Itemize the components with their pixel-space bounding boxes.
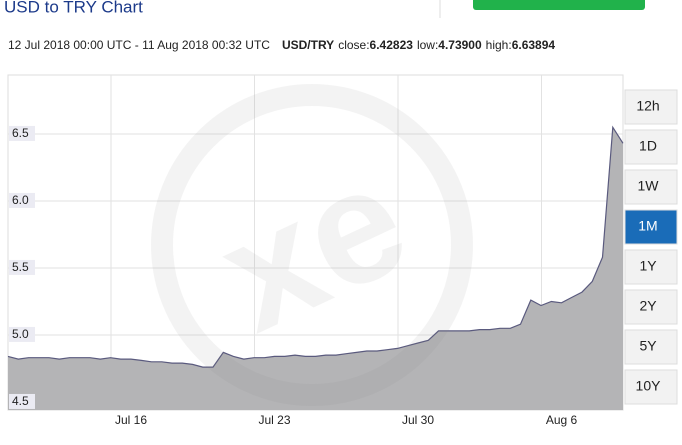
low: 4.73900 <box>438 38 482 52</box>
high-label: high: <box>486 38 512 52</box>
range-button[interactable] <box>624 169 678 205</box>
range-button[interactable] <box>624 289 678 325</box>
y-tick-bg <box>9 192 35 208</box>
cta-button[interactable] <box>473 0 645 10</box>
close-label: close: <box>338 38 369 52</box>
range-button[interactable] <box>624 249 678 285</box>
y-tick-label: 4.5 <box>12 394 29 408</box>
y-tick-bg <box>9 393 35 409</box>
low-label: low: <box>417 38 438 52</box>
plot <box>7 75 624 411</box>
x-tick-label: Jul 23 <box>258 413 290 427</box>
y-tick-bg <box>9 259 35 275</box>
pair: USD/TRY <box>282 38 334 52</box>
y-tick-bg <box>9 326 35 342</box>
info-line: 12 Jul 2018 00:00 UTC - 11 Aug 2018 00:3… <box>8 38 555 52</box>
area <box>8 127 623 411</box>
high: 6.63894 <box>512 38 556 52</box>
range: 12 Jul 2018 00:00 UTC - 11 Aug 2018 00:3… <box>8 38 270 52</box>
range-button[interactable] <box>624 209 678 245</box>
watermark: xe <box>151 84 473 406</box>
range-button[interactable] <box>624 329 678 365</box>
range-button[interactable] <box>624 369 678 405</box>
y-tick-bg <box>9 125 35 141</box>
x-tick-label: Aug 6 <box>546 413 578 427</box>
range-button-label[interactable]: 2Y <box>639 298 657 314</box>
range-button-label[interactable]: 1M <box>638 218 657 234</box>
chart-title: USD to TRY Chart <box>4 0 143 16</box>
y-tick-label: 6.0 <box>12 193 29 207</box>
close: 6.42823 <box>370 38 414 52</box>
x-tick-label: Jul 16 <box>115 413 147 427</box>
x-tick-label: Jul 30 <box>402 413 434 427</box>
y-tick-label: 6.5 <box>12 126 29 140</box>
line <box>7 125 624 368</box>
y-tick-label: 5.0 <box>12 327 29 341</box>
range-button-label[interactable]: 10Y <box>636 378 662 394</box>
range-button-label[interactable]: 12h <box>636 98 659 114</box>
range-button-label[interactable]: 1W <box>638 178 660 194</box>
range-button[interactable] <box>624 129 678 165</box>
range-button-label[interactable]: 5Y <box>639 338 657 354</box>
y-tick-label: 5.5 <box>12 260 29 274</box>
range-button[interactable] <box>624 89 678 125</box>
range-button-label[interactable]: 1D <box>639 138 657 154</box>
svg-text:xe: xe <box>194 128 431 365</box>
range-button-label[interactable]: 1Y <box>639 258 657 274</box>
